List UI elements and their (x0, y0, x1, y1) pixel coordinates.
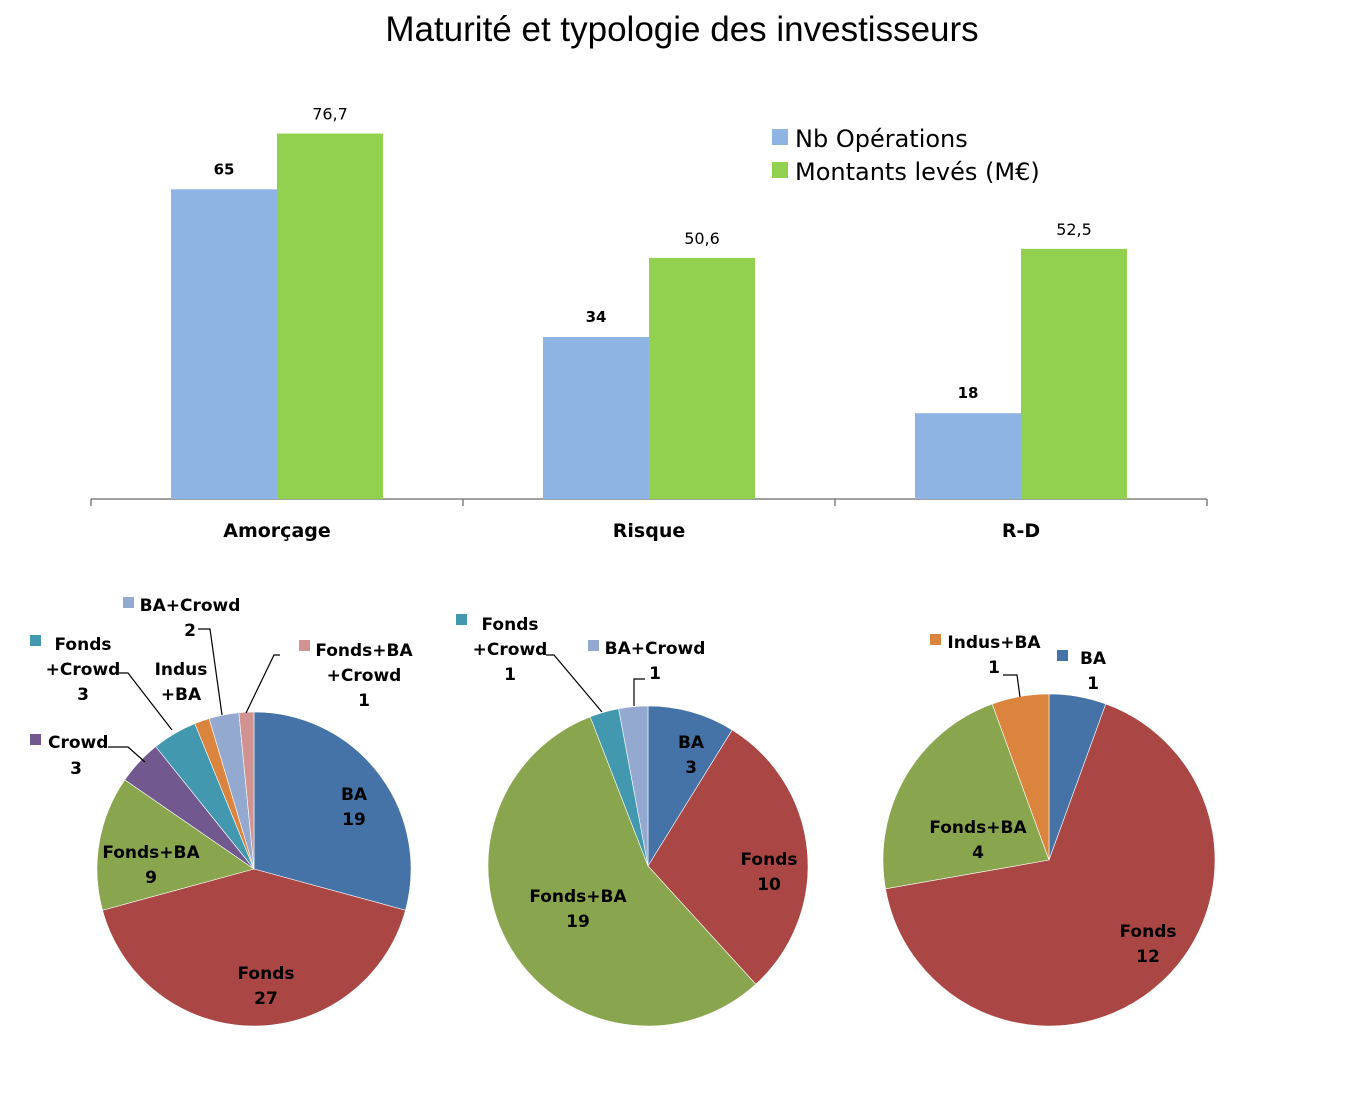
bar-data-label-0-2: 18 (958, 384, 979, 402)
category-label-1: Risque (613, 520, 685, 542)
pie-0-label-5: Indus +BA (155, 660, 208, 705)
pie-0-label-4: Fonds +Crowd 3 (46, 635, 121, 705)
pie-1-slice-0 (647, 705, 733, 868)
pie-2-slice-2 (882, 703, 1050, 890)
legend-label-0: Nb Opérations (795, 125, 968, 153)
bar-1-0 (277, 133, 383, 499)
bar-data-label-1-2: 52,5 (1056, 220, 1092, 239)
pie-0-label-swatch-3 (30, 734, 41, 745)
pie-0-label-1: Fonds 27 (238, 964, 295, 1009)
bar-0-2 (915, 413, 1021, 499)
bar-data-label-0-1: 34 (586, 308, 607, 326)
pie-2-label-swatch-3 (930, 634, 941, 645)
pie-1-label-1: Fonds 10 (741, 850, 798, 895)
page-title: Maturité et typologie des investisseurs (385, 10, 979, 49)
pie-0-leader-6 (198, 628, 223, 716)
bar-1-2 (1021, 248, 1127, 499)
pie-0-label-3: Crowd (48, 733, 108, 753)
pie-1-leader-3 (546, 654, 603, 713)
legend-swatch-0 (772, 129, 788, 145)
pie-1-label-4: BA+Crowd 1 (605, 639, 706, 684)
pie-1-slice-4 (618, 705, 649, 867)
bar-0-1 (543, 337, 649, 499)
pie-0-label-swatch-6 (123, 597, 134, 608)
pie-2-label-swatch-0 (1057, 650, 1068, 661)
pie-0-label-0: BA 19 (341, 785, 368, 830)
pie-0-label-6: BA+Crowd 2 (140, 596, 241, 641)
pie-0-leader-4 (119, 672, 173, 731)
pie-0-label-swatch-7 (299, 640, 310, 651)
category-label-0: Amorçage (223, 520, 331, 542)
pie-0-slice-2 (96, 779, 255, 911)
bar-1-1 (649, 257, 755, 499)
pie-0-label-swatch-4 (30, 635, 41, 646)
pie-1-label-swatch-4 (588, 640, 599, 651)
pie-1-label-3: Fonds +Crowd 1 (473, 615, 548, 685)
bar-data-label-0-0: 65 (214, 160, 235, 178)
pie-0-leader-3 (108, 746, 146, 763)
pie-0-slice-1 (102, 868, 406, 1027)
pie-1-label-2: Fonds+BA 19 (529, 887, 627, 932)
pie-2-label-1: Fonds 12 (1120, 922, 1177, 967)
bar-0-0 (171, 189, 277, 499)
pie-2-slice-1 (885, 703, 1216, 1027)
category-label-2: R-D (1002, 520, 1040, 542)
pie-1-label-swatch-3 (456, 614, 467, 625)
pie-0-label-2: Fonds+BA 9 (102, 843, 200, 888)
pie-2-label-0: BA 1 (1080, 649, 1107, 694)
pie-0-slice-0 (253, 711, 412, 911)
legend-label-1: Montants levés (M€) (795, 158, 1040, 186)
pie-2-label-2: Fonds+BA 4 (929, 818, 1027, 863)
pie-0-value-3: 3 (70, 759, 82, 779)
pie-2-label-3: Indus+BA 1 (947, 633, 1041, 678)
pie-1-label-0: BA 3 (678, 733, 705, 778)
pie-1-leader-4 (633, 678, 645, 706)
pie-1-slice-2 (487, 716, 757, 1027)
pie-0-leader-7 (245, 654, 280, 714)
bar-data-label-1-0: 76,7 (312, 105, 348, 124)
legend-swatch-1 (772, 162, 788, 178)
pie-0-label-7: Fonds+BA +Crowd 1 (315, 641, 413, 711)
bar-data-label-1-1: 50,6 (684, 229, 720, 248)
pie-2-leader-3 (1003, 674, 1021, 698)
pie-1-slice-1 (647, 729, 809, 985)
